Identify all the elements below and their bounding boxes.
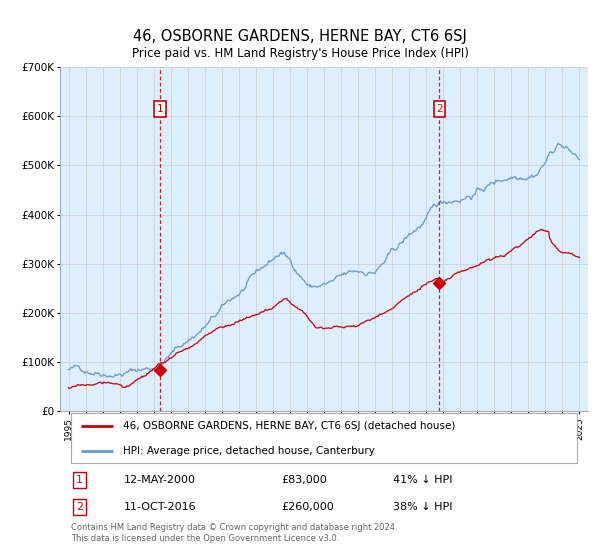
- Text: 1: 1: [76, 475, 83, 485]
- Text: £260,000: £260,000: [282, 502, 335, 512]
- FancyBboxPatch shape: [71, 413, 577, 463]
- Text: 1: 1: [157, 104, 163, 114]
- Text: Contains HM Land Registry data © Crown copyright and database right 2024.
This d: Contains HM Land Registry data © Crown c…: [71, 524, 397, 543]
- Text: HPI: Average price, detached house, Canterbury: HPI: Average price, detached house, Cant…: [124, 446, 375, 455]
- Text: 11-OCT-2016: 11-OCT-2016: [124, 502, 196, 512]
- Text: 12-MAY-2000: 12-MAY-2000: [124, 475, 196, 485]
- Text: 41% ↓ HPI: 41% ↓ HPI: [392, 475, 452, 485]
- Text: Price paid vs. HM Land Registry's House Price Index (HPI): Price paid vs. HM Land Registry's House …: [131, 46, 469, 60]
- Text: 46, OSBORNE GARDENS, HERNE BAY, CT6 6SJ (detached house): 46, OSBORNE GARDENS, HERNE BAY, CT6 6SJ …: [124, 421, 456, 431]
- Text: 38% ↓ HPI: 38% ↓ HPI: [392, 502, 452, 512]
- Text: 2: 2: [76, 502, 83, 512]
- Text: 2: 2: [436, 104, 443, 114]
- Text: 46, OSBORNE GARDENS, HERNE BAY, CT6 6SJ: 46, OSBORNE GARDENS, HERNE BAY, CT6 6SJ: [133, 29, 467, 44]
- Text: £83,000: £83,000: [282, 475, 328, 485]
